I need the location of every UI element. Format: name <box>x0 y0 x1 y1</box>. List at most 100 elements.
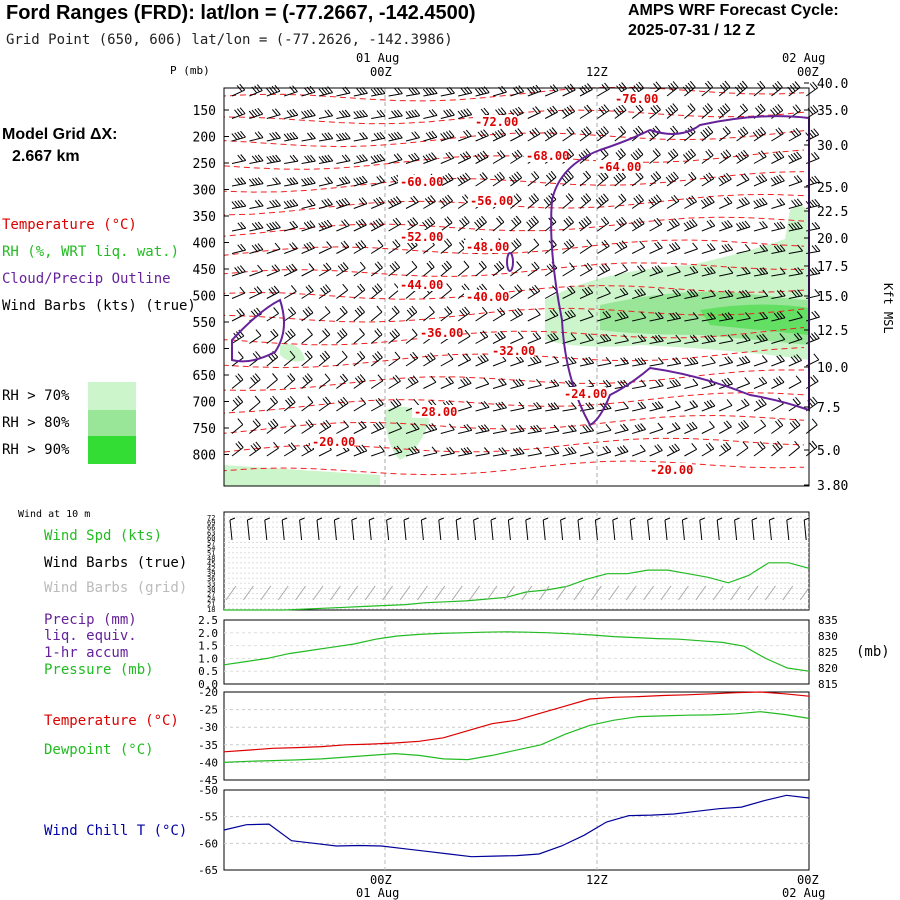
wind-barb <box>370 357 383 367</box>
wind-barb <box>771 339 785 344</box>
wind-barb-true-flag <box>699 517 705 521</box>
wind-barb <box>510 221 522 232</box>
wind-barb-flag <box>271 287 277 294</box>
wind-barb-flag <box>463 260 470 268</box>
wind-barb-flag <box>650 174 657 182</box>
wind-barb <box>458 92 473 97</box>
wind-barb-flag <box>617 172 624 180</box>
wind-barb-grid <box>451 585 463 601</box>
wind-10m-label: Wind at 10 m <box>18 509 91 520</box>
wind-barb-flag <box>396 153 403 160</box>
wind-barb-flag <box>623 401 629 409</box>
wind-barb-grid <box>695 585 707 601</box>
wind-barb-flag <box>598 174 604 182</box>
wind-barb <box>719 272 734 277</box>
wind-barb-flag <box>671 423 678 430</box>
wind-barb-flag <box>777 104 784 111</box>
wind-barb-flag <box>511 242 517 249</box>
wind-barb <box>701 405 716 412</box>
pressure-tick-label: 600 <box>193 343 216 358</box>
wind-barb <box>284 226 298 232</box>
wind-barb <box>440 157 454 164</box>
wind-barb-flag <box>292 220 299 228</box>
wind-barb-flag <box>658 357 664 364</box>
wind-barb-flag <box>620 424 626 432</box>
wind-barb-flag <box>691 421 698 429</box>
wind-barb <box>562 430 577 434</box>
wind-barb <box>614 269 628 277</box>
wind-barb-flag <box>324 177 331 184</box>
wind-barb <box>336 246 350 254</box>
wind-barb-flag <box>518 401 525 409</box>
wind-barb <box>388 334 400 344</box>
forecast-cycle-value: 2025-07-31 / 12 Z <box>628 22 756 39</box>
wind-barb-flag <box>444 307 450 315</box>
wind-barb-flag <box>482 150 489 158</box>
wind-barb-flag <box>809 83 816 90</box>
wind-barb-flag <box>394 87 400 95</box>
precip-tick: 0.0 <box>198 678 218 691</box>
wind-barb-flag <box>683 222 690 230</box>
wind-barb-flag <box>543 198 550 206</box>
wind-barb-flag <box>724 290 731 297</box>
wind-barb <box>614 246 628 254</box>
wind-barb-true <box>246 519 250 541</box>
wind-barb-flag <box>393 446 400 454</box>
temperature-line <box>223 691 810 753</box>
wind-barb-flag <box>535 355 542 363</box>
wind-barb-flag <box>462 152 469 160</box>
wind-barb-flag <box>340 242 347 249</box>
wind-barb <box>370 267 383 277</box>
wind-barb <box>544 244 557 254</box>
wind-barb-flag <box>410 376 416 384</box>
wind-barb-flag <box>578 221 585 229</box>
wind-barb-flag <box>481 260 487 268</box>
wind-barb <box>649 270 663 277</box>
wind-barb-flag <box>741 198 748 205</box>
wind-barb-flag <box>565 195 572 202</box>
wind-barb-flag <box>623 334 629 341</box>
wind-barb <box>632 363 647 367</box>
wind-barb-flag <box>305 421 312 428</box>
wind-barb-flag <box>811 333 817 340</box>
wind-barb-flag <box>513 173 520 180</box>
wind-barb <box>318 115 333 119</box>
wind-barb-flag <box>481 283 488 291</box>
wind-barb-flag <box>379 175 385 182</box>
wind-barb-flag <box>810 376 816 384</box>
wind-barb-flag <box>394 351 401 359</box>
wind-barb-flag <box>275 199 281 207</box>
wind-barb-flag <box>307 155 313 162</box>
wind-barb-flag <box>531 129 538 136</box>
wind-barb-flag <box>585 357 592 365</box>
wind-barb-flag <box>497 129 504 137</box>
wind-barb-flag <box>269 132 275 140</box>
wind-barb-flag <box>375 197 382 205</box>
temperature-label-bg <box>398 278 442 291</box>
wind-barb-flag <box>375 422 382 430</box>
wind-barb-flag <box>340 263 347 271</box>
precip-tick: 1.5 <box>198 640 218 653</box>
wind-barb-flag <box>675 378 681 386</box>
wind-barb-flag <box>705 127 711 135</box>
wind-barb-flag <box>275 221 281 228</box>
wind-barb <box>562 452 577 457</box>
wind-barb <box>266 356 279 367</box>
wind-barb-flag <box>672 312 679 320</box>
wind-barb <box>736 202 750 209</box>
wind-barb-flag <box>343 420 349 428</box>
wind-barb <box>649 294 664 299</box>
wind-barb-grid <box>799 585 811 601</box>
wind-barb <box>771 227 786 232</box>
wind-barb-grid <box>277 585 289 601</box>
wind-barb-flag <box>431 423 438 430</box>
wind-barb-flag <box>338 133 345 140</box>
wind-barb <box>632 317 646 322</box>
wind-barb-flag <box>568 170 574 178</box>
wind-barb <box>684 406 698 412</box>
wind-barb-flag <box>741 399 747 407</box>
wind-barb <box>544 267 558 277</box>
temperature-tick: -25 <box>198 704 218 717</box>
wind-barb-flag <box>685 152 692 160</box>
